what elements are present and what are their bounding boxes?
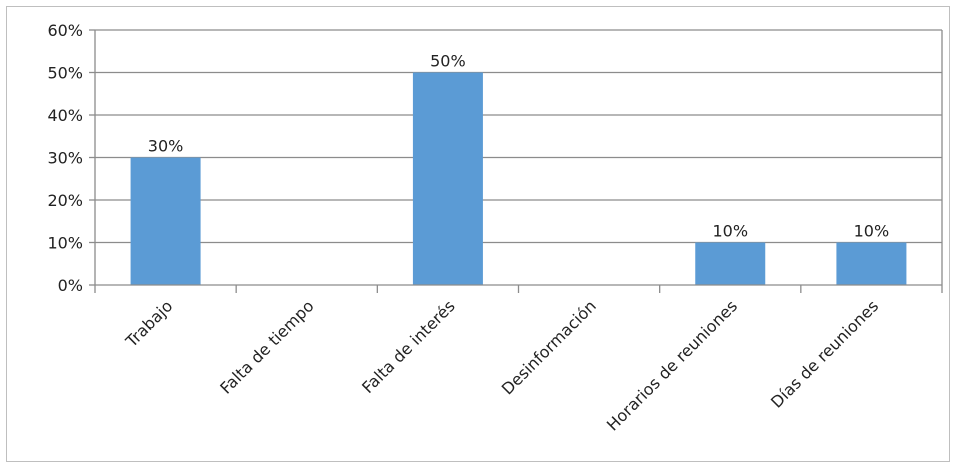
category-label: Falta de interés [358, 296, 459, 397]
data-label: 50% [430, 52, 466, 71]
data-label: 10% [712, 222, 748, 241]
category-label: Trabajo [121, 296, 176, 351]
data-labels: 30% 50% 10% 10% [148, 52, 889, 241]
y-tick-label: 0% [58, 276, 83, 295]
data-label: 10% [854, 222, 890, 241]
category-label: Horarios de reuniones [603, 296, 741, 434]
y-tick-label: 10% [47, 234, 83, 253]
category-label: Desinformación [498, 296, 600, 398]
data-label: 30% [148, 137, 184, 156]
bar [412, 72, 483, 285]
bars [130, 72, 907, 285]
category-label: Falta de tiempo [216, 296, 317, 397]
y-tick-label: 50% [47, 64, 83, 83]
y-tick-label: 60% [47, 21, 83, 40]
y-tick-label: 40% [47, 106, 83, 125]
y-tick-label: 20% [47, 191, 83, 210]
bar [836, 242, 907, 285]
y-tick-label: 30% [47, 149, 83, 168]
bar [695, 242, 766, 285]
y-axis: 0% 10% 20% 30% 40% 50% 60% [47, 21, 96, 295]
category-label: Días de reuniones [767, 296, 882, 411]
bar [130, 157, 201, 285]
category-labels: Trabajo Falta de tiempo Falta de interés De… [121, 296, 882, 434]
x-axis [94, 284, 943, 293]
gridlines [95, 29, 943, 285]
